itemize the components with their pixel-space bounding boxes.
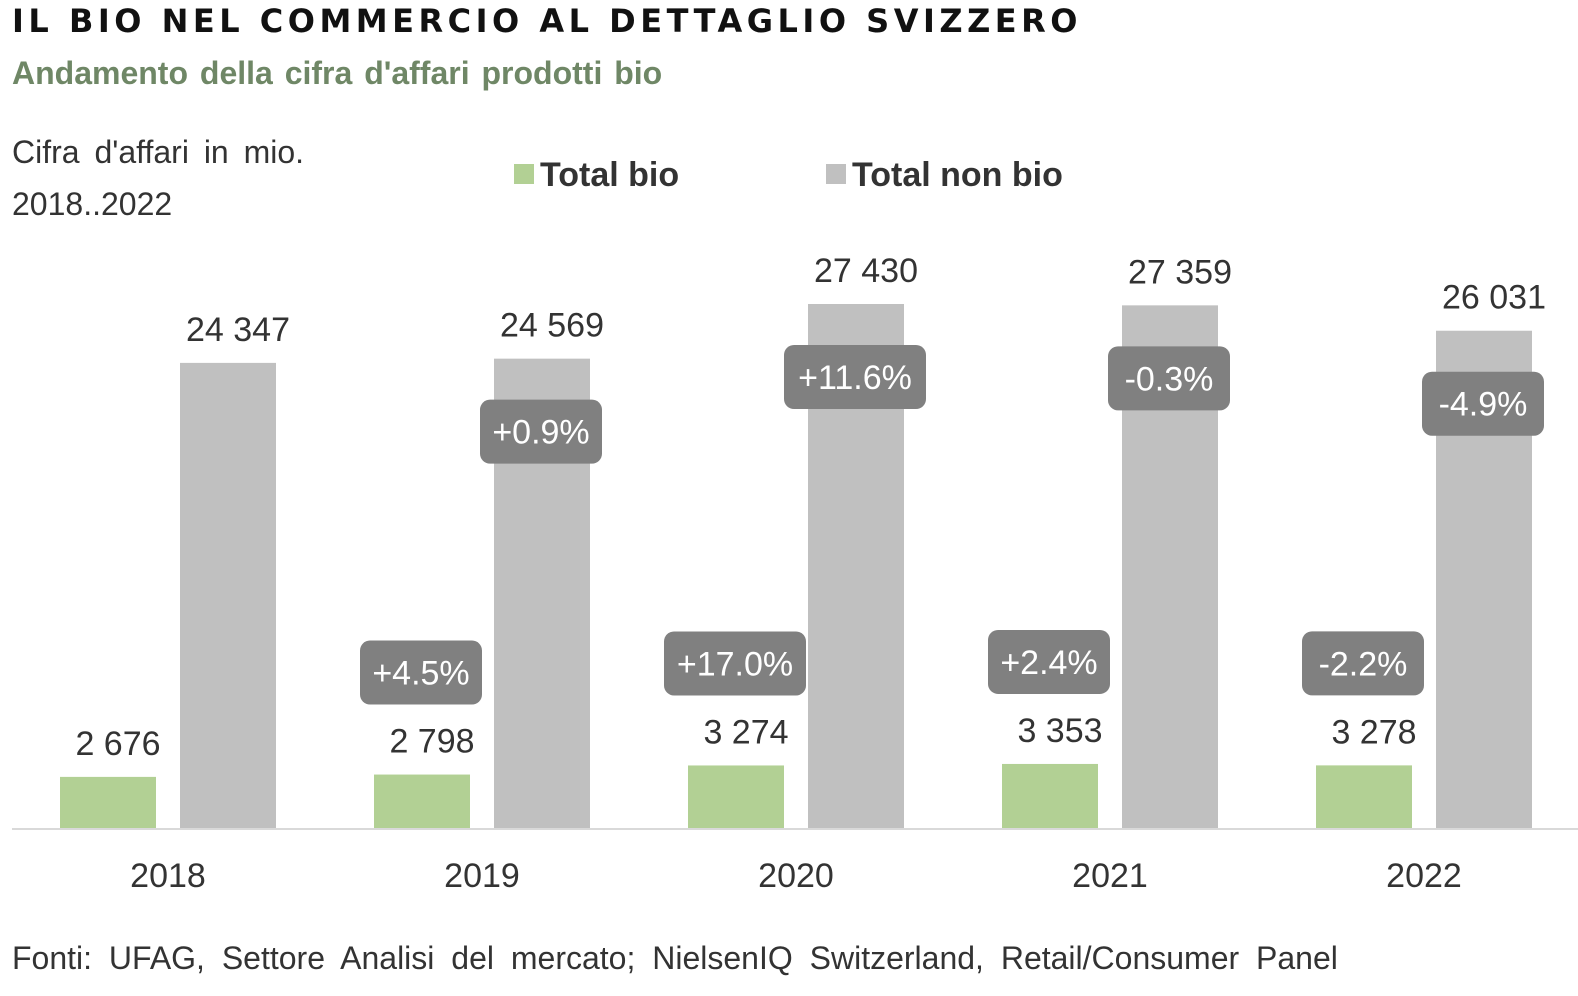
x-tick-label-2018: 2018 xyxy=(130,857,206,895)
change-badge-1-2 xyxy=(784,345,926,409)
change-badge-0-1 xyxy=(360,640,482,705)
x-tick-label-2021: 2021 xyxy=(1072,857,1148,895)
value-label-bio-2022: 3 278 xyxy=(1331,713,1416,751)
change-badge-0-4 xyxy=(1302,631,1424,696)
change-badge-1-4 xyxy=(1422,371,1544,436)
value-label-bio-2018: 2 676 xyxy=(75,725,160,763)
change-badge-1-3 xyxy=(1108,346,1230,411)
value-label-bio-2020: 3 274 xyxy=(703,713,788,751)
legend-label-bio: Total bio xyxy=(540,156,680,194)
bar-non-bio-2018 xyxy=(180,362,276,828)
change-label-0-3: +2.4% xyxy=(1000,644,1097,682)
bar-bio-2021 xyxy=(1002,763,1098,828)
change-badge-0-2 xyxy=(664,631,806,696)
value-label-non-bio-2021: 27 359 xyxy=(1128,253,1232,291)
source-note: Fonti: UFAG, Settore Analisi del mercato… xyxy=(12,940,1338,976)
legend-label-non-bio: Total non bio xyxy=(852,156,1063,194)
x-tick-label-2019: 2019 xyxy=(444,857,520,895)
bar-bio-2019 xyxy=(374,774,470,828)
value-label-bio-2019: 2 798 xyxy=(389,723,474,761)
value-label-bio-2021: 3 353 xyxy=(1017,712,1102,750)
value-label-non-bio-2020: 27 430 xyxy=(814,252,918,290)
legend-item-bio: Total bio xyxy=(514,156,679,195)
legend-swatch-non-bio xyxy=(826,164,846,184)
value-label-non-bio-2022: 26 031 xyxy=(1442,279,1546,317)
change-label-1-2: +11.6% xyxy=(798,359,912,397)
chart-subtitle: Andamento della cifra d'affari prodotti … xyxy=(12,55,663,91)
value-label-non-bio-2018: 24 347 xyxy=(186,311,290,349)
change-label-1-4: -4.9% xyxy=(1439,386,1528,424)
change-label-0-2: +17.0% xyxy=(677,645,793,683)
change-badge-1-1 xyxy=(480,399,602,464)
value-label-non-bio-2019: 24 569 xyxy=(500,307,604,345)
x-tick-label-2022: 2022 xyxy=(1386,857,1462,895)
unit-label: Cifra d'affari in mio. xyxy=(12,134,305,170)
bar-bio-2020 xyxy=(688,765,784,828)
change-label-0-1: +4.5% xyxy=(372,655,469,693)
change-label-0-4: -2.2% xyxy=(1319,645,1408,683)
legend-swatch-bio xyxy=(514,164,534,184)
change-label-1-1: +0.9% xyxy=(492,414,589,452)
bar-bio-2022 xyxy=(1316,765,1412,828)
change-label-1-3: -0.3% xyxy=(1125,360,1214,398)
bar-bio-2018 xyxy=(60,776,156,828)
x-tick-label-2020: 2020 xyxy=(758,857,834,895)
legend-item-non-bio: Total non bio xyxy=(826,156,1063,195)
chart-title: IL BIO NEL COMMERCIO AL DETTAGLIO SVIZZE… xyxy=(12,2,1082,40)
change-badge-0-3 xyxy=(988,629,1110,694)
period-label: 2018..2022 xyxy=(12,186,173,222)
